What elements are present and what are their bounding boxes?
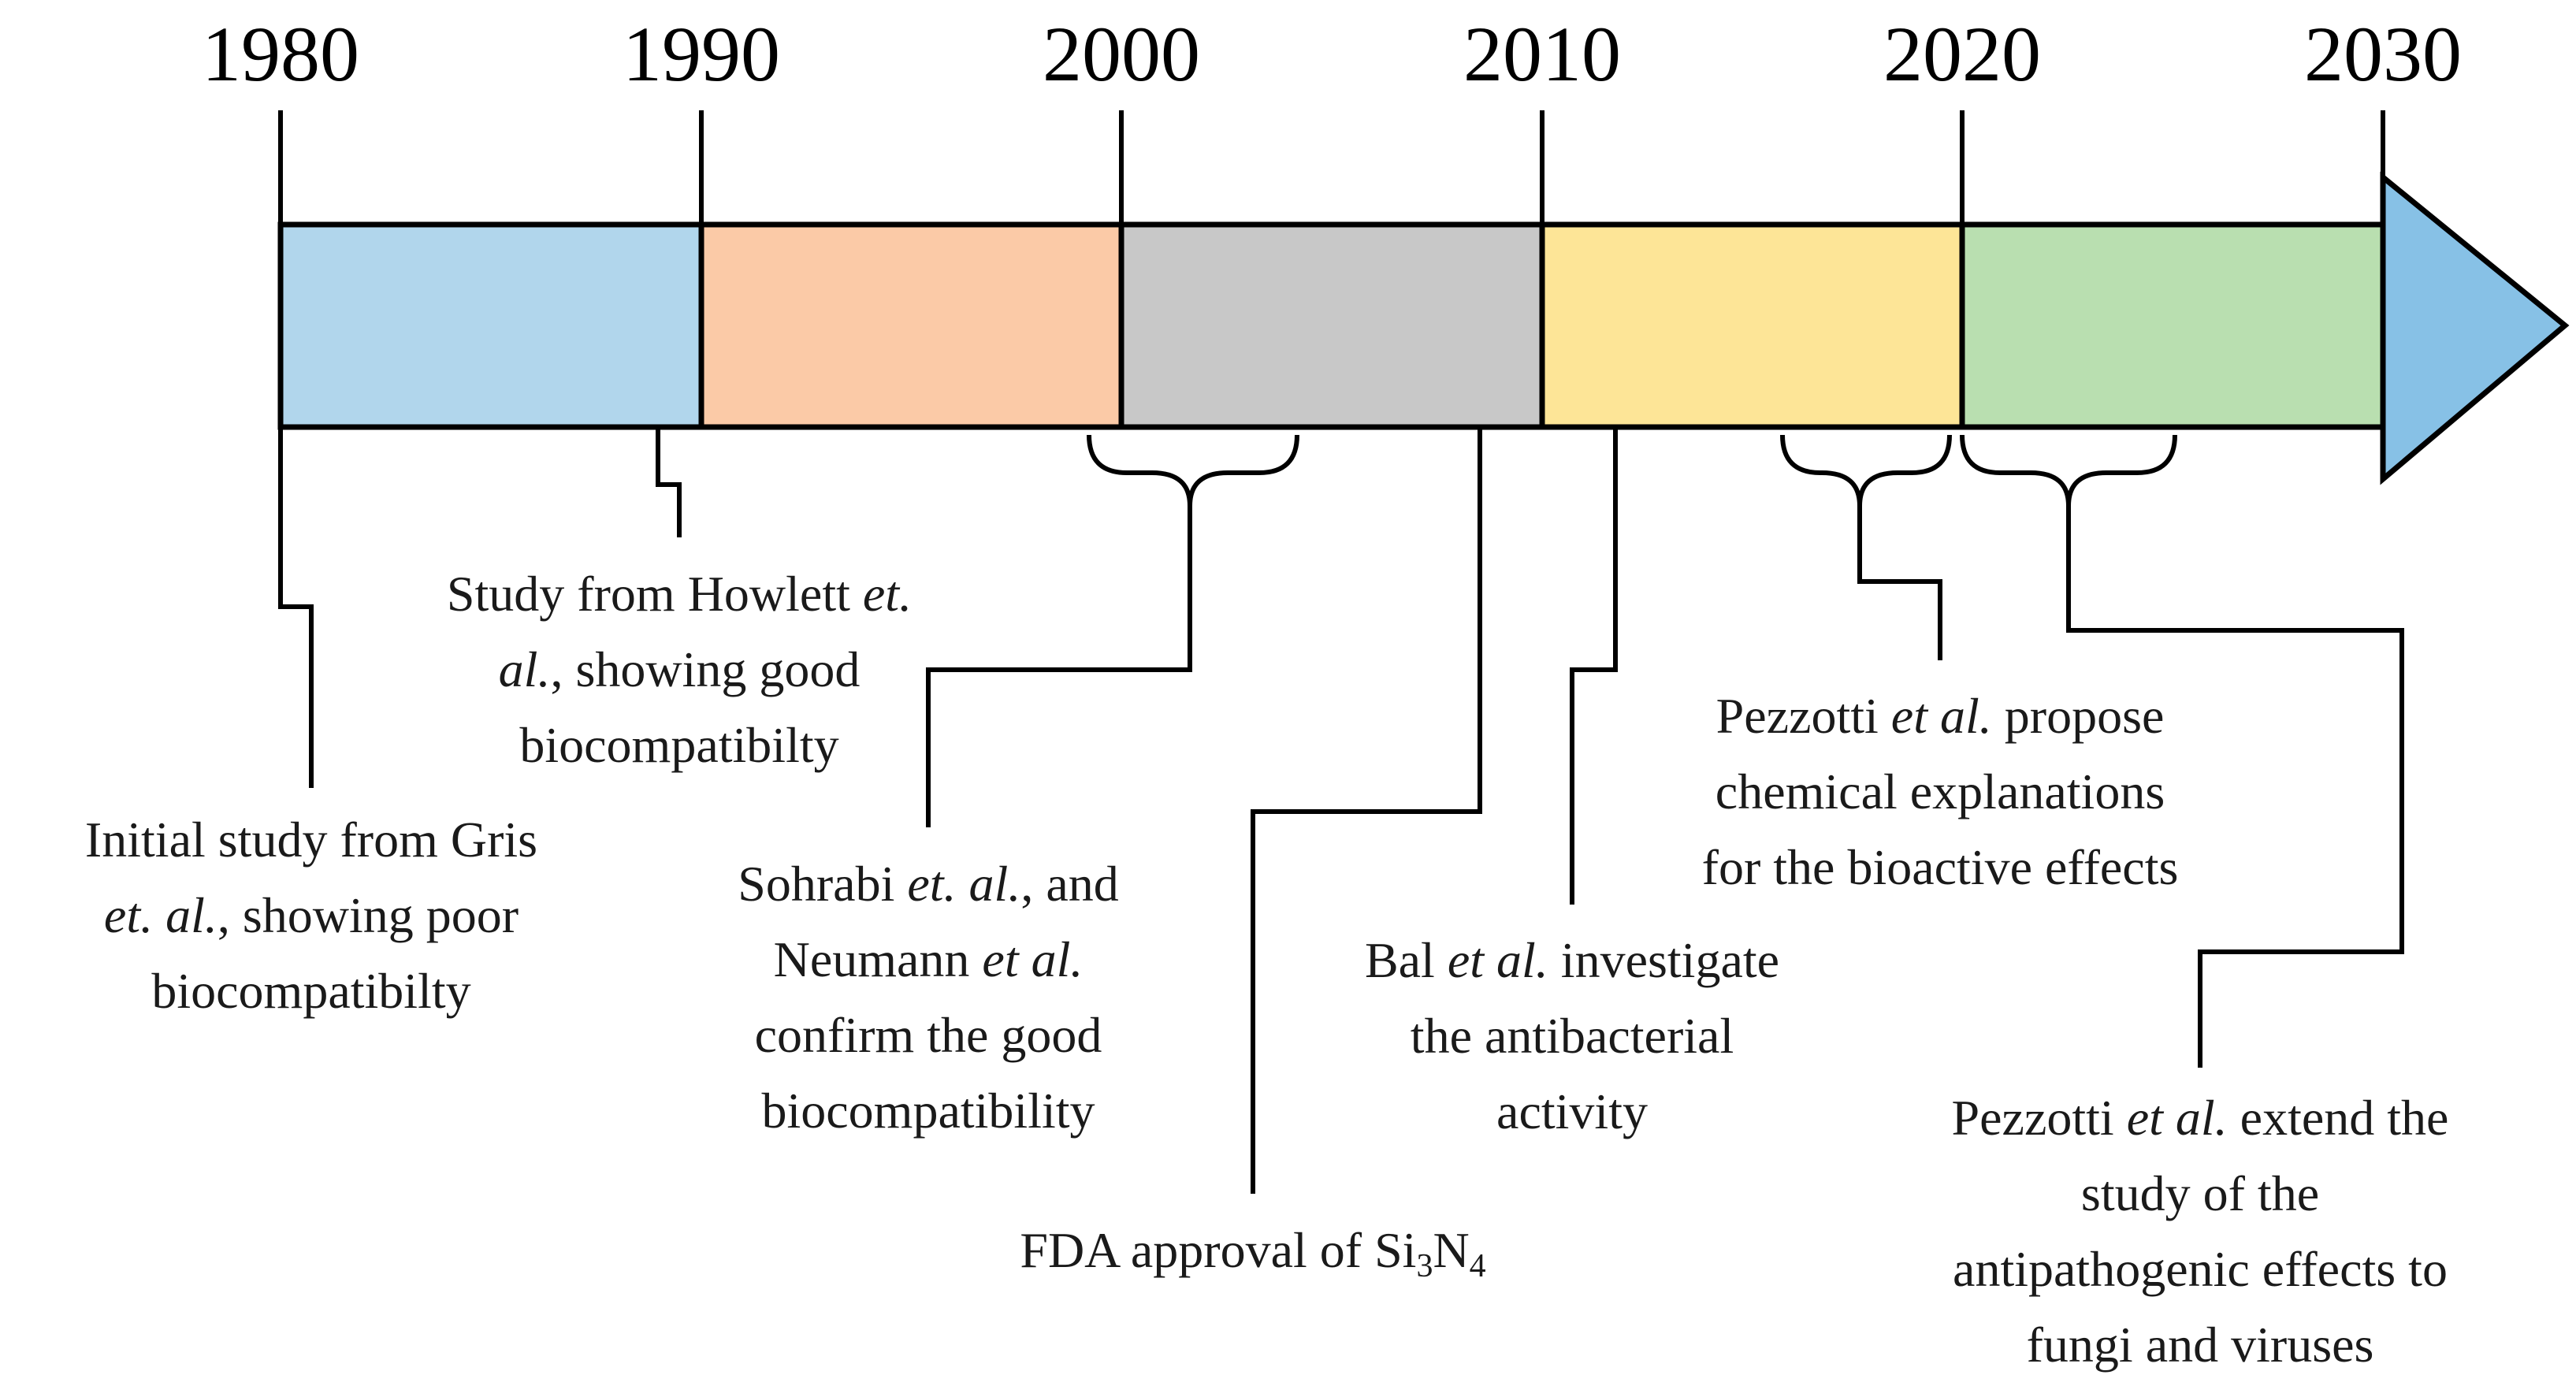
- connector-pezzotti-2020: [2066, 506, 2404, 1068]
- fda-pre: FDA approval of Si: [1020, 1222, 1416, 1278]
- fda-label: FDA approval of Si3N4: [1020, 1222, 1485, 1284]
- gris-line1: Initial study from Gris: [85, 812, 537, 868]
- event-fda: FDA approval of Si3N4: [1020, 1222, 1485, 1284]
- pezzotti1-line3: for the bioactive effects: [1702, 839, 2179, 895]
- fda-sub2: 4: [1470, 1248, 1486, 1284]
- howlett-line1: Study from Howlett et.: [447, 566, 912, 622]
- event-sohrabi-neumann: Sohrabi et. al., and Neumann et al. conf…: [738, 856, 1118, 1139]
- fda-mid: N: [1433, 1222, 1469, 1278]
- pezzotti2-line1-pre: Pezzotti: [1952, 1090, 2127, 1146]
- year-ticks: [278, 110, 2385, 225]
- neumann-etal: et al.: [982, 931, 1083, 987]
- connector-sohrabi: [926, 506, 1192, 827]
- connectors: [278, 427, 2404, 1194]
- pezzotti2-line1-post: extend the: [2228, 1090, 2449, 1146]
- gris-line2-rest: , showing poor: [217, 887, 519, 943]
- connector-pezzotti-2016: [1857, 506, 1942, 660]
- event-pezzotti-chemical: Pezzotti et al. propose chemical explana…: [1702, 688, 2179, 895]
- sohrabi-line2: Neumann et al.: [774, 931, 1084, 987]
- year-2010: 2010: [1463, 10, 1621, 98]
- year-1990: 1990: [623, 10, 780, 98]
- pezzotti2-line4: fungi and viruses: [2027, 1317, 2374, 1373]
- gris-line3: biocompatibilty: [151, 963, 470, 1019]
- pezzotti1-line1-pre: Pezzotti: [1716, 688, 1891, 744]
- pezzotti2-line1: Pezzotti et al. extend the: [1952, 1090, 2449, 1146]
- sohrabi-etal: et. al.: [907, 856, 1020, 912]
- howlett-line1-pre: Study from Howlett: [447, 566, 863, 622]
- year-2020: 2020: [1883, 10, 2041, 98]
- segment-2000s: [1118, 221, 1545, 430]
- event-pezzotti-antipathogenic: Pezzotti et al. extend the study of the …: [1952, 1090, 2449, 1373]
- gris-line2: et. al., showing poor: [104, 887, 519, 943]
- sohrabi-line1: Sohrabi et. al., and: [738, 856, 1118, 912]
- year-2030: 2030: [2304, 10, 2462, 98]
- bal-line1: Bal et al. investigate: [1365, 932, 1779, 988]
- bracket-sohrabi: [1087, 434, 1299, 507]
- arrow-head-icon: [2380, 171, 2570, 485]
- segment-1990s: [698, 221, 1124, 430]
- pezzotti1-line1: Pezzotti et al. propose: [1716, 688, 2165, 744]
- sohrabi-line2-pre: Neumann: [774, 931, 983, 987]
- connector-bal: [1570, 427, 1618, 905]
- event-howlett: Study from Howlett et. al., showing good…: [447, 566, 912, 773]
- fda-sub1: 3: [1416, 1248, 1433, 1284]
- year-1980: 1980: [202, 10, 359, 98]
- bal-etal: et al.: [1448, 932, 1548, 988]
- gris-etal: et. al.: [104, 887, 217, 943]
- howlett-line3: biocompatibilty: [519, 717, 838, 773]
- connector-gris: [278, 427, 314, 788]
- bal-line1-pre: Bal: [1365, 932, 1448, 988]
- sohrabi-line3: confirm the good: [755, 1007, 1102, 1063]
- pezzotti2-line2: study of the: [2081, 1165, 2319, 1221]
- segment-1980s: [277, 221, 704, 430]
- sohrabi-line4: biocompatibility: [761, 1083, 1095, 1139]
- bal-line3: activity: [1496, 1083, 1648, 1139]
- pezzotti1-line1-post: propose: [1992, 688, 2165, 744]
- connector-fda: [1251, 427, 1482, 1194]
- event-gris: Initial study from Gris et. al., showing…: [85, 812, 537, 1019]
- bracket-pezzotti-2016: [1780, 434, 1952, 507]
- howlett-et: et.: [863, 566, 912, 622]
- event-bal: Bal et al. investigate the antibacterial…: [1365, 932, 1779, 1139]
- howlett-line2-rest: , showing good: [550, 641, 860, 697]
- bracket-pezzotti-2020: [1960, 434, 2177, 507]
- howlett-line2: al., showing good: [499, 641, 861, 697]
- pezzotti2-line3: antipathogenic effects to: [1953, 1241, 2448, 1297]
- timeline-bar: [277, 171, 2570, 485]
- howlett-al: al.: [499, 641, 551, 697]
- sohrabi-line1-post: , and: [1020, 856, 1118, 912]
- segment-2010s: [1539, 221, 1965, 430]
- pezzotti2-etal: et al.: [2127, 1090, 2228, 1146]
- pezzotti1-line2: chemical explanations: [1715, 764, 2165, 819]
- bal-line2: the antibacterial: [1411, 1008, 1734, 1064]
- segment-2020s: [1959, 221, 2386, 430]
- year-2000: 2000: [1043, 10, 1200, 98]
- pezzotti1-etal: et al.: [1891, 688, 1992, 744]
- bal-line1-post: investigate: [1548, 932, 1779, 988]
- connector-howlett: [656, 427, 682, 537]
- year-labels: 1980 1990 2000 2010 2020 2030: [202, 10, 2462, 98]
- sohrabi-line1-pre: Sohrabi: [738, 856, 907, 912]
